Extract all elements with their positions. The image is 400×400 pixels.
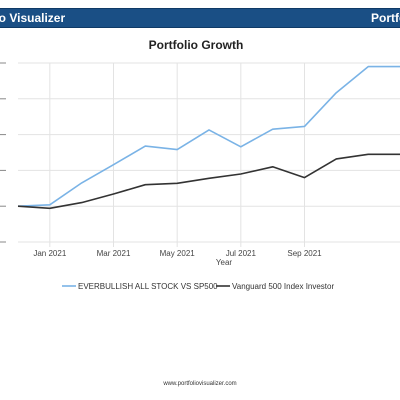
x-tick-label: Sep 2021 — [287, 249, 322, 258]
chart-title: Portfolio Growth — [149, 38, 244, 52]
header-left-title: lio Visualizer — [0, 11, 66, 25]
x-tick-label: Jan 2021 — [33, 249, 66, 258]
x-tick-label: May 2021 — [160, 249, 196, 258]
legend-label-2: Vanguard 500 Index Investor — [232, 282, 334, 291]
header-bar: lio Visualizer Portfo — [0, 8, 400, 28]
x-tick-layer: Jan 2021 Mar 2021 May 2021 Jul 2021 Sep 2021 — [33, 249, 322, 258]
series-line-1 — [17, 65, 400, 207]
legend: EVERBULLISH ALL STOCK VS SP500 Vanguard 5… — [62, 282, 334, 291]
footer-url: www.portfoliovisualizer.com — [163, 381, 237, 387]
grid-layer — [18, 62, 400, 247]
series-layer — [17, 65, 400, 210]
header-right-title: Portfo — [371, 11, 400, 25]
x-axis-title: Year — [216, 258, 233, 267]
x-tick-label: Jul 2021 — [226, 249, 257, 258]
y-tick-layer — [0, 62, 6, 243]
x-tick-label: Mar 2021 — [97, 249, 131, 258]
series-line-2 — [17, 153, 400, 210]
legend-label-1: EVERBULLISH ALL STOCK VS SP500 — [78, 282, 218, 291]
